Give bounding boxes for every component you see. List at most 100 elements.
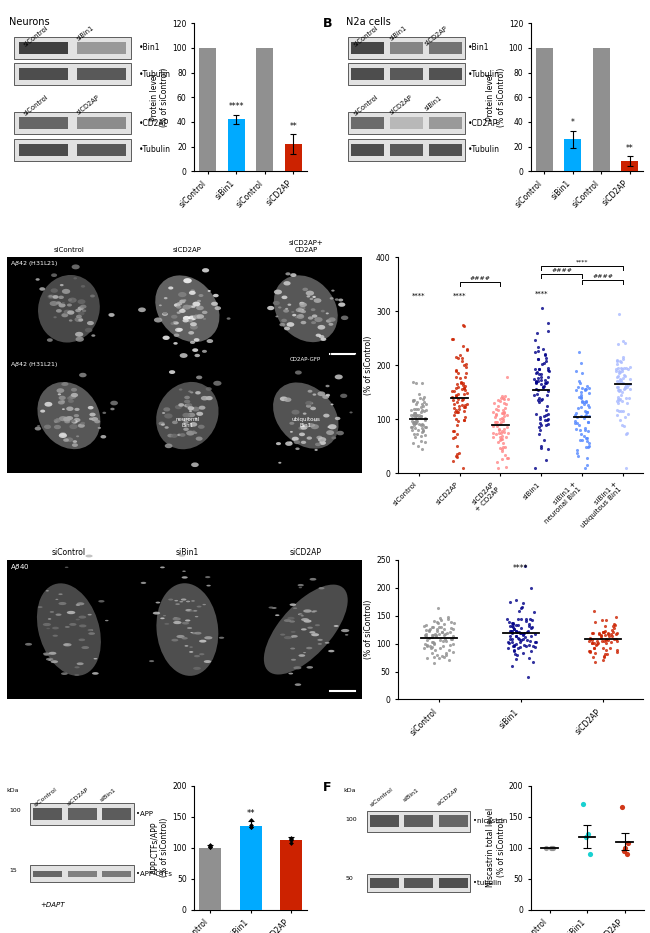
Circle shape bbox=[290, 604, 296, 606]
Point bbox=[616, 361, 626, 376]
Point bbox=[542, 387, 552, 402]
Text: •Tubulin: •Tubulin bbox=[139, 146, 171, 154]
Point bbox=[426, 641, 436, 656]
Bar bbox=[77, 117, 127, 130]
Circle shape bbox=[298, 306, 306, 311]
Text: siCD2AP: siCD2AP bbox=[173, 247, 202, 253]
Circle shape bbox=[315, 449, 318, 451]
Point bbox=[411, 397, 421, 411]
Circle shape bbox=[181, 308, 185, 310]
Point bbox=[418, 417, 428, 432]
Text: +DAPT: +DAPT bbox=[41, 902, 65, 908]
Point bbox=[529, 371, 539, 386]
Point bbox=[619, 843, 629, 858]
Point bbox=[453, 366, 463, 381]
Point bbox=[438, 634, 448, 648]
Point bbox=[495, 433, 506, 448]
Circle shape bbox=[192, 430, 196, 433]
Text: •Tubulin: •Tubulin bbox=[467, 146, 500, 154]
Text: 100: 100 bbox=[9, 808, 21, 813]
Point bbox=[532, 352, 543, 367]
Circle shape bbox=[47, 294, 55, 299]
Point bbox=[411, 376, 421, 391]
Circle shape bbox=[174, 321, 179, 325]
Circle shape bbox=[281, 296, 287, 299]
Circle shape bbox=[311, 611, 316, 613]
Circle shape bbox=[289, 620, 295, 622]
Circle shape bbox=[319, 441, 326, 445]
Circle shape bbox=[341, 315, 348, 320]
Point bbox=[509, 644, 519, 659]
Circle shape bbox=[280, 323, 285, 327]
Circle shape bbox=[173, 321, 176, 323]
Point bbox=[533, 351, 543, 366]
Bar bbox=[348, 63, 465, 86]
Point bbox=[434, 620, 444, 634]
Point bbox=[437, 648, 447, 663]
Circle shape bbox=[323, 413, 330, 418]
Point bbox=[497, 411, 508, 425]
Point bbox=[597, 624, 608, 639]
Point bbox=[421, 638, 432, 653]
Circle shape bbox=[186, 601, 190, 603]
Circle shape bbox=[94, 658, 98, 660]
Point bbox=[496, 432, 506, 447]
Point bbox=[410, 409, 421, 424]
Point bbox=[410, 415, 421, 430]
Point bbox=[447, 389, 458, 404]
Point bbox=[513, 631, 523, 646]
Circle shape bbox=[75, 309, 81, 313]
Point bbox=[543, 363, 554, 378]
Circle shape bbox=[202, 311, 207, 314]
Circle shape bbox=[296, 308, 302, 313]
Circle shape bbox=[298, 587, 302, 589]
Circle shape bbox=[287, 303, 291, 306]
Point bbox=[488, 404, 499, 419]
Bar bbox=[280, 841, 302, 910]
Point bbox=[424, 639, 435, 654]
Circle shape bbox=[315, 442, 321, 446]
Point bbox=[508, 638, 519, 653]
Point bbox=[608, 632, 619, 647]
Point bbox=[572, 415, 582, 430]
Point bbox=[491, 415, 502, 430]
Point bbox=[492, 454, 502, 469]
Circle shape bbox=[153, 612, 160, 615]
Circle shape bbox=[293, 666, 302, 669]
Point bbox=[411, 416, 421, 431]
Point bbox=[459, 399, 469, 414]
Point bbox=[519, 625, 530, 640]
Circle shape bbox=[73, 277, 77, 279]
Circle shape bbox=[64, 644, 69, 646]
Circle shape bbox=[77, 662, 84, 665]
Circle shape bbox=[285, 308, 288, 310]
Text: siCD2AP+
CD2AP: siCD2AP+ CD2AP bbox=[289, 240, 323, 253]
Point bbox=[615, 383, 625, 397]
Point bbox=[597, 612, 607, 627]
Point bbox=[422, 633, 432, 648]
Circle shape bbox=[58, 296, 64, 299]
Circle shape bbox=[87, 321, 94, 326]
Point bbox=[536, 377, 546, 392]
Point bbox=[520, 559, 530, 574]
Point bbox=[500, 397, 511, 411]
Circle shape bbox=[53, 295, 58, 299]
Circle shape bbox=[313, 418, 318, 422]
Point bbox=[542, 411, 552, 426]
Point bbox=[619, 367, 629, 382]
Point bbox=[590, 614, 600, 629]
Circle shape bbox=[203, 318, 206, 320]
Point bbox=[539, 409, 549, 424]
Circle shape bbox=[88, 629, 92, 631]
Point bbox=[613, 361, 623, 376]
Circle shape bbox=[298, 654, 306, 657]
Circle shape bbox=[308, 423, 313, 426]
Circle shape bbox=[56, 419, 60, 422]
Point bbox=[616, 413, 626, 428]
Point bbox=[408, 415, 418, 430]
Circle shape bbox=[345, 634, 348, 635]
Point bbox=[582, 379, 592, 394]
Point bbox=[459, 381, 469, 396]
Point bbox=[414, 417, 424, 432]
Point bbox=[458, 378, 468, 393]
